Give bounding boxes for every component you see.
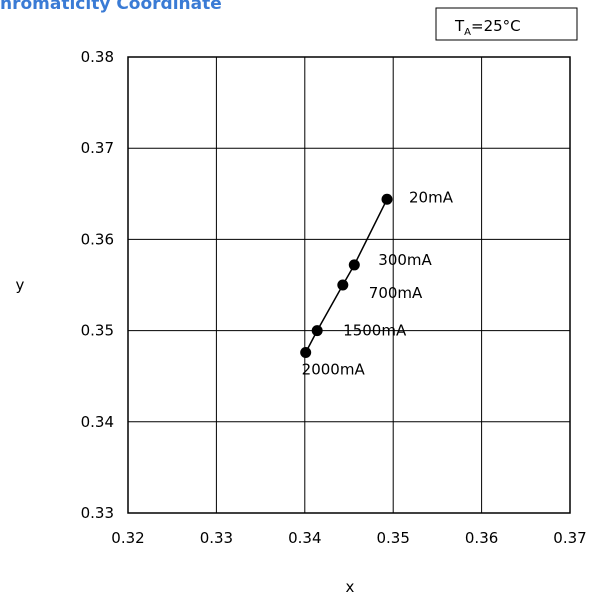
y-tick-label: 0.37: [81, 139, 114, 157]
y-tick-label: 0.35: [81, 322, 114, 340]
x-tick-label: 0.34: [288, 529, 321, 547]
y-tick-label: 0.38: [81, 48, 114, 66]
chart-title: hromaticity Coordinate: [0, 0, 222, 14]
condition-box: [435, 7, 578, 41]
y-axis-label: y: [16, 276, 25, 294]
y-tick-labels: 0.38 0.37 0.36 0.35 0.34 0.33: [81, 48, 114, 522]
point-labels-group: 20mA 300mA 700mA 1500mA 2000mA: [302, 188, 454, 378]
data-point: [337, 279, 349, 291]
point-label: 1500mA: [343, 322, 407, 340]
data-point: [348, 259, 360, 271]
x-axis-label: x: [346, 578, 355, 596]
x-tick-labels: 0.32 0.33 0.34 0.35 0.36 0.37: [111, 529, 586, 547]
point-label: 700mA: [369, 284, 423, 302]
plot-frame: [127, 56, 571, 514]
y-tick-label: 0.36: [81, 230, 114, 248]
data-point: [311, 325, 323, 337]
data-point: [381, 193, 393, 205]
data-point: [300, 346, 312, 358]
x-tick-label: 0.33: [200, 529, 233, 547]
series-group: [300, 193, 393, 358]
x-tick-label: 0.35: [376, 529, 409, 547]
grid: [127, 56, 571, 514]
x-tick-label: 0.37: [553, 529, 586, 547]
point-label: 20mA: [409, 188, 454, 206]
y-tick-label: 0.34: [81, 413, 114, 431]
x-tick-label: 0.36: [465, 529, 498, 547]
condition-text: TA=25°C: [454, 17, 521, 38]
x-tick-label: 0.32: [111, 529, 144, 547]
point-label: 2000mA: [302, 360, 366, 378]
y-tick-label: 0.33: [81, 504, 114, 522]
point-label: 300mA: [378, 251, 432, 269]
